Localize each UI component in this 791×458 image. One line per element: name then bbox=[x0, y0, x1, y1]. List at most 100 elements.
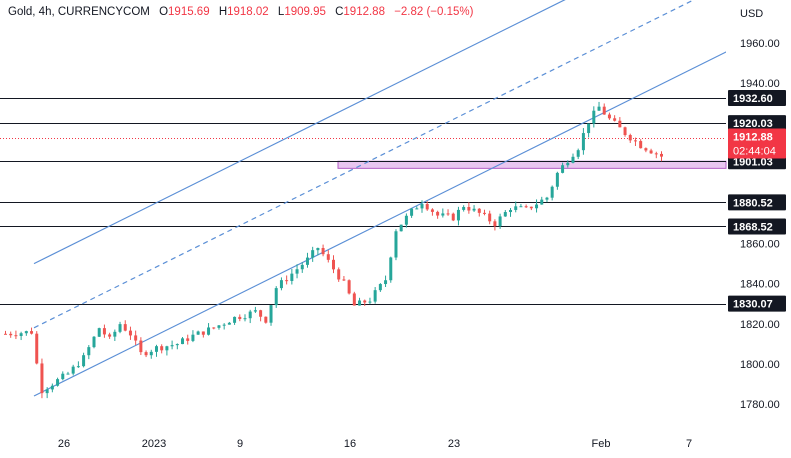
channel-upper-line bbox=[33, 0, 566, 265]
candle-body-99 bbox=[519, 206, 523, 208]
support-zone bbox=[337, 160, 727, 169]
level-label-5: 1830.07 bbox=[733, 299, 773, 311]
candle-body-56 bbox=[295, 269, 299, 274]
candle-body-35 bbox=[186, 338, 190, 341]
candle-body-19 bbox=[102, 328, 106, 335]
candle-body-81 bbox=[425, 204, 429, 210]
chart-header: Gold, 4h, CURRENCYCOM O1915.69 H1918.02 … bbox=[8, 6, 473, 18]
level-label-bg-3 bbox=[728, 194, 786, 211]
level-labels-layer: 1932.60 1920.03 1901.03 1880.52 1868.52 1830.… bbox=[728, 89, 786, 312]
candle-body-80 bbox=[420, 204, 424, 209]
candle-body-120 bbox=[628, 135, 632, 141]
price-tick-1840: 1840.00 bbox=[740, 279, 780, 291]
horizontal-levels-layer bbox=[0, 98, 726, 305]
price-tick-1940: 1940.00 bbox=[740, 78, 780, 90]
level-label-0: 1932.60 bbox=[733, 93, 773, 105]
price-tick-1820: 1820.00 bbox=[740, 319, 780, 331]
level-label-3: 1880.52 bbox=[733, 197, 773, 209]
candle-body-88 bbox=[462, 207, 466, 210]
candle-body-94 bbox=[493, 221, 497, 227]
price-axis: USD1780.001800.001820.001840.001860.0018… bbox=[740, 8, 780, 411]
candle-body-111 bbox=[581, 133, 585, 151]
candle-body-114 bbox=[597, 106, 601, 111]
candle-body-7 bbox=[40, 363, 44, 394]
channel-middle-line bbox=[33, 0, 695, 329]
candle-body-11 bbox=[61, 373, 65, 380]
candle-body-12 bbox=[66, 373, 70, 375]
support-zone-layer bbox=[337, 160, 727, 169]
candle-body-3 bbox=[19, 333, 23, 336]
candle-body-0 bbox=[4, 333, 7, 335]
candle-body-100 bbox=[524, 206, 528, 208]
candle-body-59 bbox=[311, 250, 315, 258]
candle-body-38 bbox=[201, 331, 205, 335]
candle-body-85 bbox=[446, 213, 450, 215]
candle-body-106 bbox=[555, 172, 559, 187]
candle-body-101 bbox=[529, 206, 533, 209]
price-tick-1780: 1780.00 bbox=[740, 399, 780, 411]
candle-body-113 bbox=[592, 110, 596, 124]
candle-body-64 bbox=[337, 269, 341, 280]
level-label-bg-0 bbox=[728, 89, 786, 106]
candle-body-92 bbox=[482, 212, 486, 214]
candle-body-17 bbox=[92, 336, 96, 348]
candle-body-39 bbox=[207, 327, 211, 335]
candle-body-115 bbox=[602, 106, 606, 115]
candle-body-63 bbox=[332, 259, 335, 270]
candle-body-48 bbox=[253, 310, 257, 312]
price-tick-1860: 1860.00 bbox=[740, 239, 780, 251]
candle-body-44 bbox=[233, 316, 237, 323]
candle-body-34 bbox=[181, 338, 185, 345]
candle-body-30 bbox=[160, 346, 164, 351]
candle-body-6 bbox=[35, 333, 39, 364]
candle-body-18 bbox=[97, 328, 101, 337]
candle-body-8 bbox=[45, 389, 49, 394]
low-value: 1909.95 bbox=[284, 6, 326, 18]
channel-layer bbox=[33, 0, 726, 397]
candle-body-52 bbox=[274, 288, 278, 306]
candle-body-37 bbox=[196, 331, 200, 335]
symbol-title: Gold, 4h, CURRENCYCOM bbox=[8, 6, 150, 18]
candle-body-82 bbox=[430, 209, 434, 212]
candle-body-71 bbox=[373, 290, 377, 302]
candle-body-9 bbox=[50, 385, 54, 390]
candle-body-84 bbox=[441, 213, 445, 216]
current-price-bg bbox=[728, 128, 786, 159]
channel-lower-line bbox=[33, 51, 726, 397]
time-tick-23: 23 bbox=[448, 438, 460, 450]
candle-body-108 bbox=[566, 162, 570, 166]
candle-body-62 bbox=[326, 254, 330, 260]
candle-body-122 bbox=[639, 141, 643, 149]
candle-body-102 bbox=[535, 204, 539, 209]
candle-body-96 bbox=[503, 212, 507, 217]
candle-body-119 bbox=[623, 127, 627, 136]
candle-body-47 bbox=[248, 311, 252, 319]
candle-body-105 bbox=[550, 186, 554, 198]
candle-body-65 bbox=[342, 279, 346, 281]
level-label-2: 1901.03 bbox=[733, 156, 773, 168]
open-value: 1915.69 bbox=[168, 6, 210, 18]
candle-body-40 bbox=[212, 327, 216, 329]
candle-body-22 bbox=[118, 324, 122, 332]
candle-body-104 bbox=[545, 197, 549, 200]
candles-layer bbox=[4, 101, 663, 399]
level-label-bg-1 bbox=[728, 115, 786, 132]
candle-body-46 bbox=[243, 318, 247, 320]
candle-body-73 bbox=[384, 280, 388, 285]
candle-body-109 bbox=[571, 156, 575, 163]
candle-body-107 bbox=[561, 165, 565, 173]
candle-body-53 bbox=[279, 280, 283, 289]
candle-body-116 bbox=[607, 114, 611, 119]
candle-body-112 bbox=[587, 123, 591, 134]
time-axis: 26 2023 9 16 23 Feb 7 bbox=[58, 438, 692, 450]
current-price-label: 1912.88 bbox=[733, 132, 773, 144]
candle-body-50 bbox=[264, 316, 268, 323]
time-tick-2023: 2023 bbox=[142, 438, 166, 450]
candle-body-121 bbox=[633, 140, 637, 142]
candle-body-97 bbox=[509, 209, 513, 213]
candle-body-118 bbox=[618, 120, 622, 128]
candle-body-33 bbox=[175, 344, 179, 346]
candle-body-25 bbox=[134, 335, 138, 341]
candle-body-83 bbox=[436, 211, 440, 216]
